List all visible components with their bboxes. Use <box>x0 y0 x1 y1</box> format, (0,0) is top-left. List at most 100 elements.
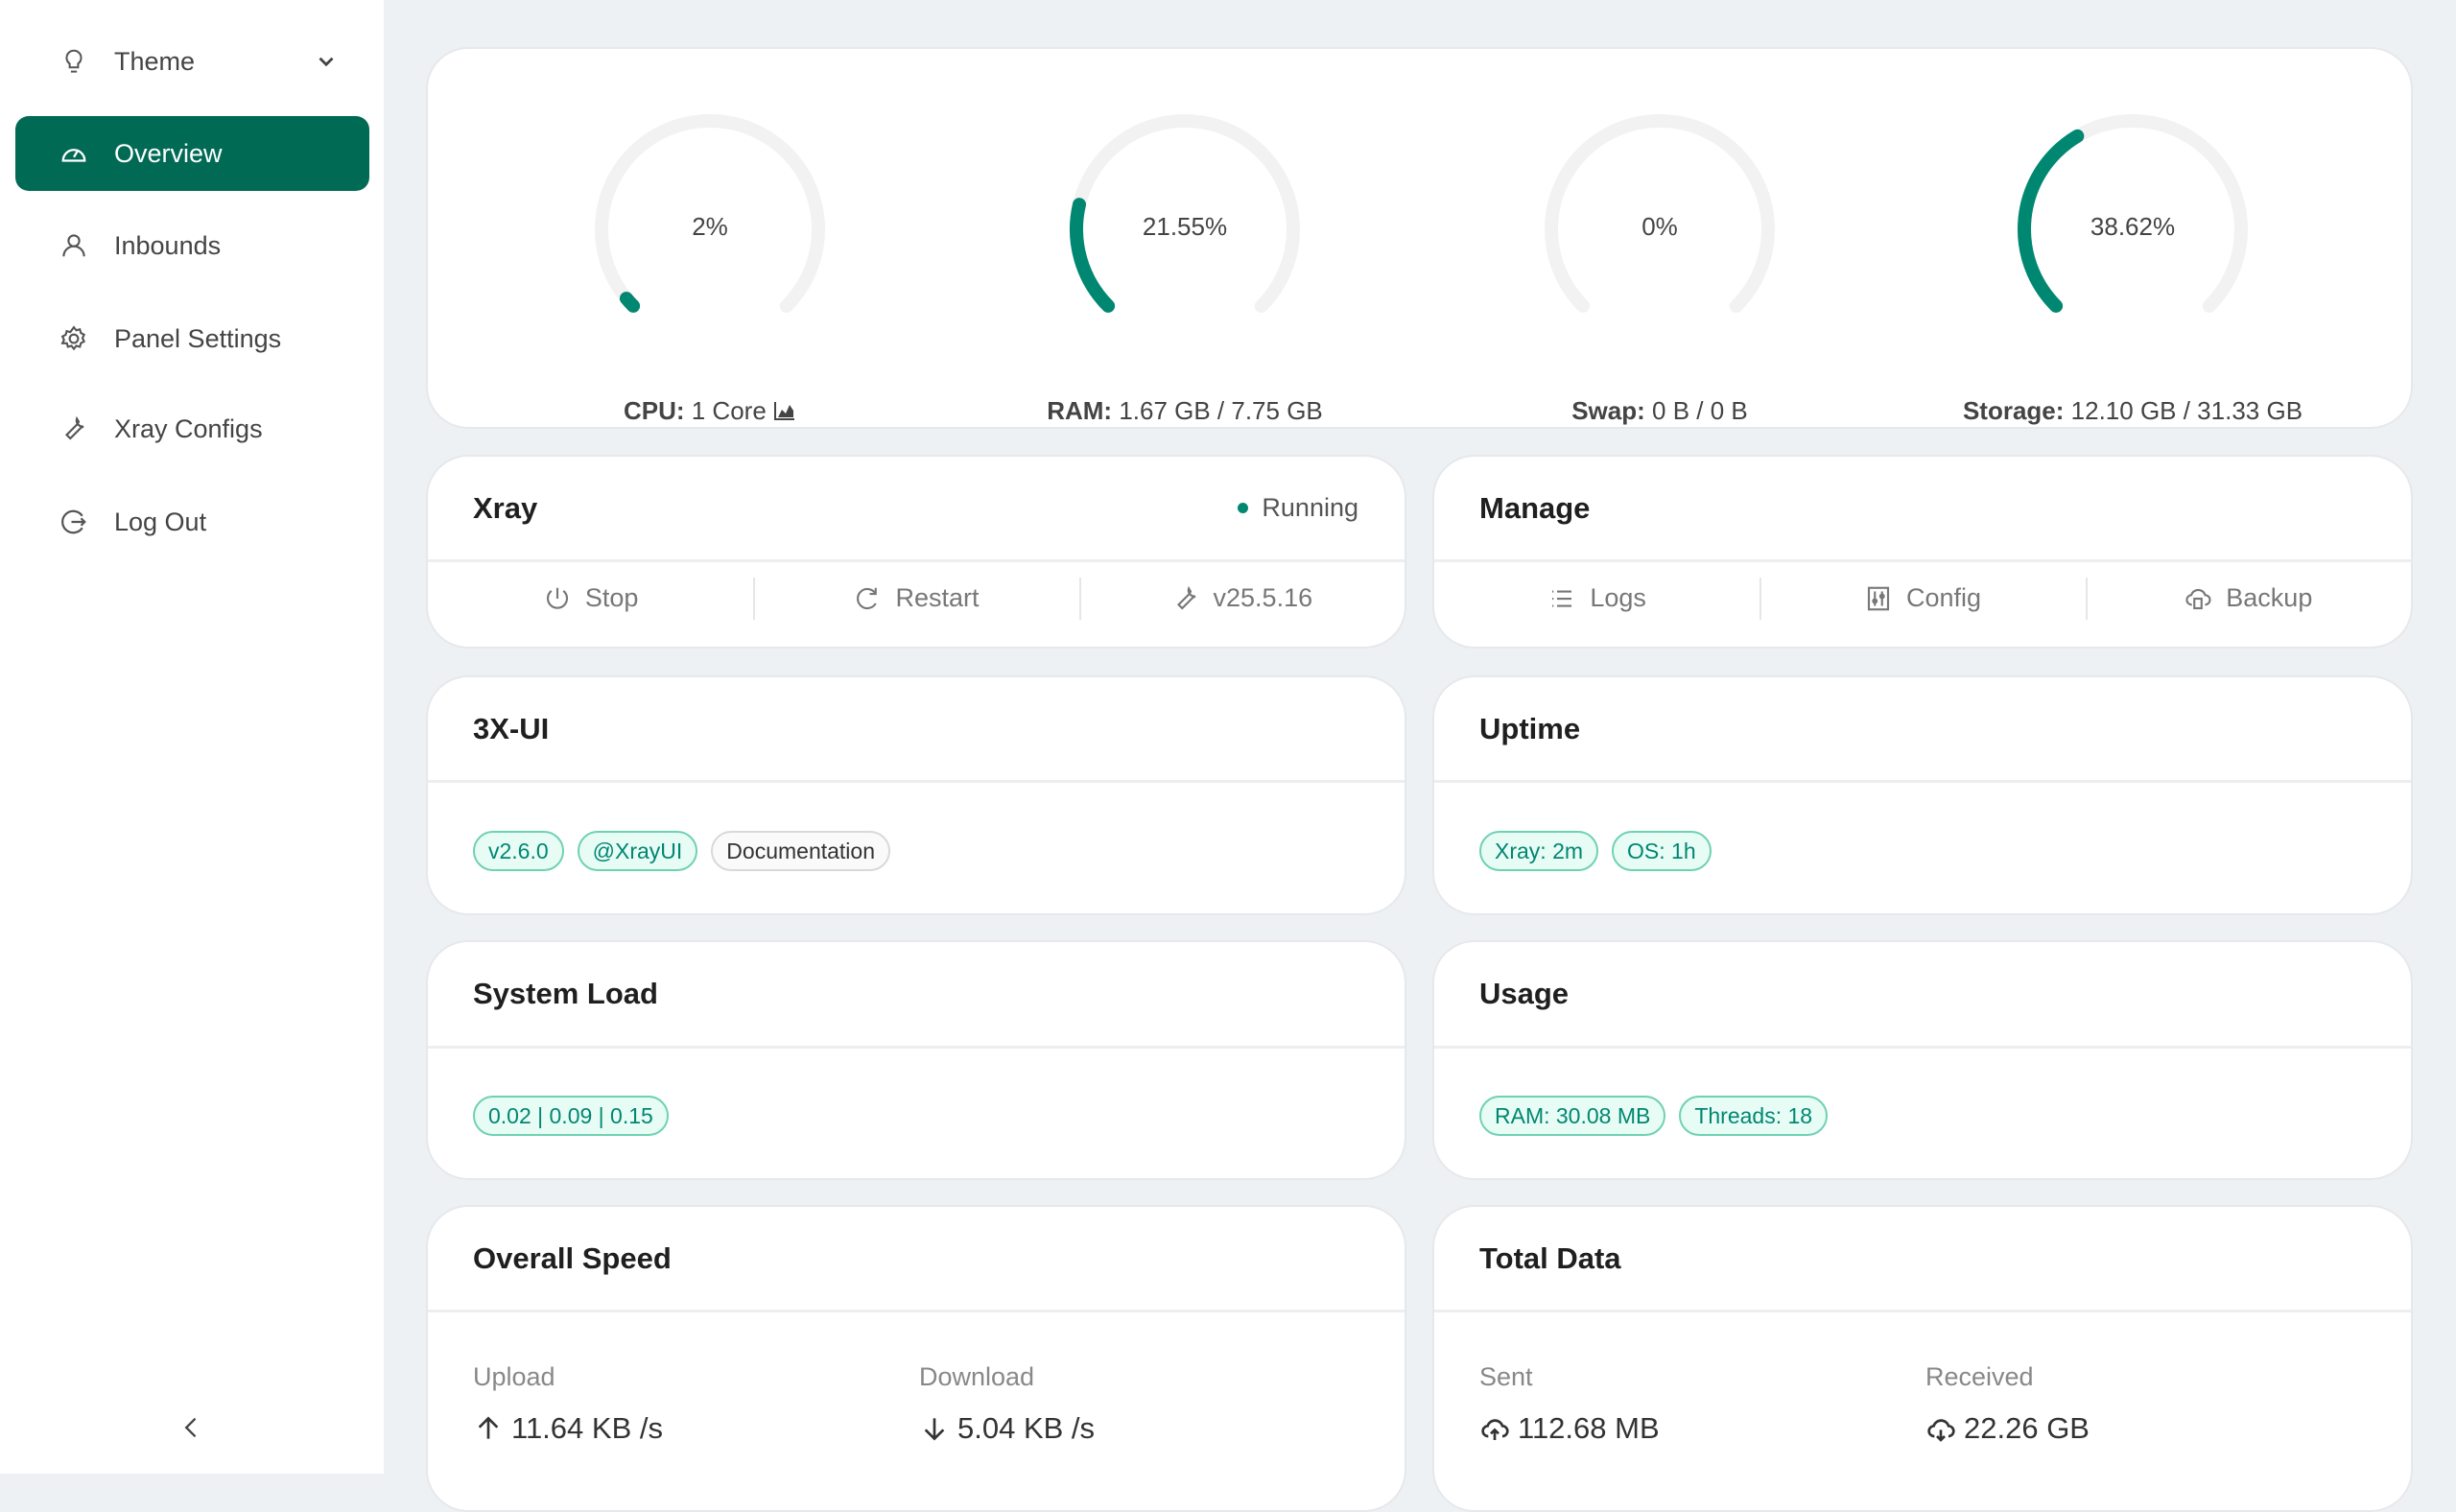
collapse-sidebar-icon[interactable] <box>178 1414 205 1441</box>
version-label: v25.5.16 <box>1213 583 1313 612</box>
stop-label: Stop <box>584 583 639 612</box>
gauge-key: Swap: <box>1571 396 1645 425</box>
sidebar-item-log-out[interactable]: Log Out <box>15 484 369 559</box>
download-stat: Download 5.04 KB /s <box>919 1362 1095 1446</box>
gauge-swap: 0% <box>1535 105 1784 354</box>
panel-info-card: 3X-UI v2.6.0 @XrayUI Documentation <box>426 675 1406 915</box>
xray-uptime-tag: Xray: 2m <box>1479 831 1599 871</box>
xray-status: Running <box>1238 493 1358 523</box>
card-header: Manage <box>1434 457 2411 562</box>
backup-label: Backup <box>2226 583 2313 612</box>
card-title: Usage <box>1479 977 1570 1010</box>
gauge-label: RAM: 1.67 GB / 7.75 GB <box>897 396 1473 426</box>
gauge-percent: 21.55% <box>1142 212 1228 241</box>
usage-card: Usage RAM: 30.08 MB Threads: 18 <box>1432 940 2413 1180</box>
cloud-upload-icon <box>1481 1419 1509 1440</box>
gauge-fill <box>2018 113 2248 344</box>
threads-tag: Threads: 18 <box>1679 1096 1829 1136</box>
dashboard-icon <box>61 149 86 162</box>
backup-button[interactable]: Backup <box>2085 578 2411 620</box>
restart-button[interactable]: Restart <box>753 578 1078 620</box>
gauge-key: RAM: <box>1047 396 1113 425</box>
theme-label: Theme <box>114 46 196 76</box>
stat-value: 11.64 KB /s <box>511 1411 663 1445</box>
card-header: 3X-UI <box>428 677 1405 783</box>
gauge-svg <box>595 113 825 344</box>
telegram-link-tag[interactable]: @XrayUI <box>577 831 698 871</box>
sent-stat: Sent 112.68 MB <box>1479 1362 1660 1446</box>
gauge-ram: 21.55% <box>1060 105 1310 354</box>
panel-version-tag[interactable]: v2.6.0 <box>473 831 564 871</box>
gauge-key: CPU: <box>623 396 685 425</box>
gauge-label: CPU: 1 Core <box>428 396 998 426</box>
sidebar-item-label: Log Out <box>114 507 207 536</box>
card-title: Manage <box>1479 490 1591 525</box>
upload-stat: Upload 11.64 KB /s <box>473 1362 663 1446</box>
theme-menu[interactable]: Theme <box>15 24 369 99</box>
gauge-percent: 0% <box>1641 212 1678 241</box>
stat-value: 5.04 KB /s <box>957 1411 1096 1445</box>
sidebar-item-label: Inbounds <box>114 230 222 260</box>
gauge-label: Swap: 0 B / 0 B <box>1372 396 1948 426</box>
card-title: Uptime <box>1479 711 1581 745</box>
gauge-value: 0 B / 0 B <box>1652 396 1748 425</box>
system-stats-card: 2% CPU: 1 Core 21.55% RAM: 1.67 GB / 7.75 … <box>426 47 2413 429</box>
card-header: System Load <box>428 942 1405 1049</box>
sidebar-item-overview[interactable]: Overview <box>15 116 369 191</box>
wrench-icon <box>1176 585 1195 610</box>
system-load-card: System Load 0.02 | 0.09 | 0.15 <box>426 940 1406 1180</box>
load-average-tag: 0.02 | 0.09 | 0.15 <box>473 1096 669 1136</box>
gauge-svg <box>2018 113 2248 344</box>
gauge-percent: 2% <box>692 212 728 241</box>
status-dot <box>1238 503 1249 513</box>
gauge-key: Storage: <box>1962 396 2065 425</box>
card-title: Total Data <box>1479 1240 1621 1275</box>
logs-label: Logs <box>1590 583 1646 612</box>
list-icon <box>1552 589 1572 607</box>
restart-label: Restart <box>895 583 980 612</box>
xray-version-button[interactable]: v25.5.16 <box>1078 578 1405 620</box>
gauge-svg <box>1070 113 1300 344</box>
config-button[interactable]: Config <box>1759 578 2085 620</box>
gauge-track <box>1545 113 1775 344</box>
sidebar-item-label: Panel Settings <box>114 323 282 353</box>
chevron-down-icon <box>319 57 334 67</box>
card-title: System Load <box>473 977 658 1010</box>
gauge-value: 1.67 GB / 7.75 GB <box>1119 396 1323 425</box>
gauge-fill <box>1070 113 1300 344</box>
config-label: Config <box>1905 583 1982 612</box>
gauge-cpu: 2% <box>585 105 835 354</box>
ram-usage-tag: RAM: 30.08 MB <box>1479 1096 1666 1136</box>
logs-button[interactable]: Logs <box>1434 583 1759 613</box>
gear-icon <box>60 325 86 351</box>
card-title: 3X-UI <box>473 711 550 745</box>
gauge-svg <box>1545 113 1775 344</box>
status-text: Running <box>1262 493 1358 522</box>
power-icon <box>546 587 568 609</box>
gauge-storage: 38.62% <box>2008 105 2257 354</box>
area-chart-icon[interactable] <box>773 400 796 421</box>
wrench-icon <box>64 415 84 440</box>
card-title: Overall Speed <box>473 1240 672 1275</box>
xray-card: Xray Running Stop Restart v25.5.16 <box>426 455 1406 649</box>
sidebar-item-label: Overview <box>114 138 223 168</box>
gauge-fill <box>595 113 825 344</box>
total-data-card: Total Data Sent 112.68 MB Received 22.26… <box>1432 1205 2413 1512</box>
stop-button[interactable]: Stop <box>428 583 753 613</box>
sidebar-item-panel-settings[interactable]: Panel Settings <box>15 301 369 376</box>
gauge-value: 12.10 GB / 31.33 GB <box>2070 396 2303 425</box>
sidebar-item-xray-configs[interactable]: Xray Configs <box>15 391 369 466</box>
card-title: Xray <box>473 490 538 525</box>
stat-label: Sent <box>1479 1362 1533 1391</box>
card-header: Xray Running <box>428 457 1405 562</box>
gauge-percent: 38.62% <box>2090 212 2176 241</box>
gauge-value: 1 Core <box>691 396 767 425</box>
card-header: Total Data <box>1434 1207 2411 1312</box>
overall-speed-card: Overall Speed Upload 11.64 KB /s Downloa… <box>426 1205 1406 1512</box>
sidebar-item-inbounds[interactable]: Inbounds <box>15 208 369 283</box>
card-header: Usage <box>1434 942 2411 1049</box>
documentation-link-tag[interactable]: Documentation <box>711 831 890 871</box>
user-icon <box>62 234 85 257</box>
stat-value: 112.68 MB <box>1518 1411 1660 1445</box>
card-header: Overall Speed <box>428 1207 1405 1312</box>
